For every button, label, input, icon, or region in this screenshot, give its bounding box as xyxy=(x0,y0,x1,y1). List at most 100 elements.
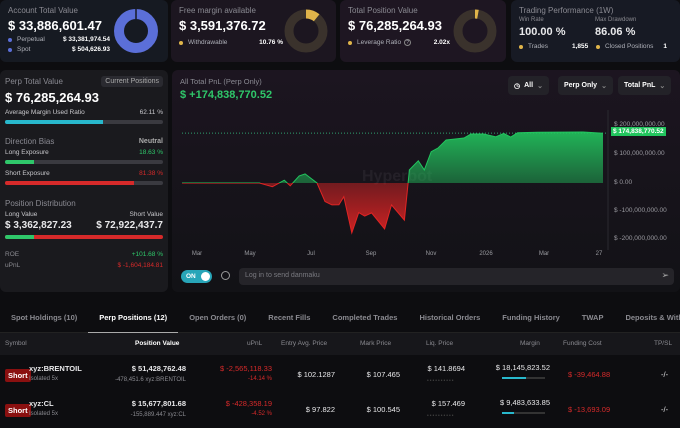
header-upnl[interactable]: uPnL xyxy=(247,340,262,347)
header-entry-price[interactable]: Entry Avg. Price xyxy=(281,340,327,347)
positive-area xyxy=(182,132,603,233)
margin-ratio-value: 62.11 % xyxy=(140,109,163,116)
closed-value: 1 xyxy=(663,43,667,50)
trades-label: Trades xyxy=(528,43,572,50)
last-value-label: $ 174,838,770.52 xyxy=(611,127,666,136)
leverage-value: 2.02x xyxy=(434,39,450,46)
margin-value: $ 9,483,633.85 xyxy=(500,398,550,407)
tab-spot-holdings[interactable]: Spot Holdings (10) xyxy=(0,303,88,333)
performance-label: Trading Performance (1W) xyxy=(519,6,672,15)
upnl-value: $ -1,604,184.81 xyxy=(117,262,163,269)
dot-icon xyxy=(8,38,12,42)
short-value: $ 72,922,437.7 xyxy=(96,220,163,231)
header-liq-price[interactable]: Liq. Price xyxy=(426,340,453,347)
perp-total-value: $ 76,285,264.93 xyxy=(5,90,163,105)
send-icon[interactable]: ➢ xyxy=(661,270,669,281)
short-value-label: Short Value xyxy=(130,211,163,218)
x-tick: Mar xyxy=(539,251,549,257)
y-tick: $ 0.00 xyxy=(614,179,632,186)
roe-value: +101.68 % xyxy=(132,251,163,258)
direction-bias-label: Direction Bias xyxy=(5,137,54,146)
dot-icon xyxy=(596,45,600,49)
mark-price: $ 107.465 xyxy=(367,370,400,379)
funding-cost: $ -39,464.88 xyxy=(568,370,610,379)
table-header: Symbol Position Value uPnL Entry Avg. Pr… xyxy=(0,333,680,355)
perp-total-label: Perp Total Value xyxy=(5,77,63,86)
entry-price: $ 97.822 xyxy=(306,405,335,414)
drawdown-label: Max Drawdown xyxy=(595,17,636,23)
current-positions-button[interactable]: Current Positions xyxy=(101,76,163,87)
distribution-bar xyxy=(5,235,163,239)
position-value-card: Total Position Value $ 76,285,264.93 Lev… xyxy=(340,0,506,62)
win-rate-label: Win Rate xyxy=(519,17,595,23)
position-size: -478,451.6 xyz:BRENTOIL xyxy=(115,377,186,383)
header-tpsl[interactable]: TP/SL xyxy=(654,340,672,347)
liq-price: $ 157.469 xyxy=(432,399,465,408)
trades-value: 1,855 xyxy=(572,43,592,50)
margin-value: $ 18,145,823.52 xyxy=(496,363,550,372)
x-tick: Nov xyxy=(426,251,437,257)
perpetual-label: Perpetual xyxy=(17,36,45,43)
x-tick: Jul xyxy=(307,251,315,257)
x-tick: Mar xyxy=(192,251,202,257)
liq-price: $ 141.8694 xyxy=(427,364,465,373)
position-donut-chart xyxy=(452,8,498,54)
short-exposure-value: 81.38 % xyxy=(139,170,163,177)
leverage-label: Leverage Ratio xyxy=(357,39,401,46)
tab-completed-trades[interactable]: Completed Trades xyxy=(321,303,408,333)
header-margin[interactable]: Margin xyxy=(520,340,540,347)
header-funding-cost[interactable]: Funding Cost xyxy=(563,340,602,347)
drawdown-value: 86.06 % xyxy=(595,26,636,38)
settings-icon[interactable] xyxy=(221,271,230,280)
perpetual-value: $ 33,381,974.54 xyxy=(63,36,110,43)
tab-funding-history[interactable]: Funding History xyxy=(491,303,571,333)
direction-bias-value: Neutral xyxy=(139,138,163,145)
symbol[interactable]: xyz:BRENTOIL xyxy=(29,364,82,373)
account-total-card: Account Total Value $ 33,886,601.47 Perp… xyxy=(0,0,168,62)
danmaku-toggle[interactable]: ON xyxy=(181,270,212,283)
x-tick: May xyxy=(244,251,255,257)
margin-mode: Isolated 5x xyxy=(29,411,58,417)
toggle-label: ON xyxy=(186,273,196,280)
margin-donut-chart xyxy=(283,8,329,54)
long-value: $ 3,362,827.23 xyxy=(5,220,72,231)
tab-open-orders[interactable]: Open Orders (0) xyxy=(178,303,257,333)
mark-price: $ 100.545 xyxy=(367,405,400,414)
upnl-percent: -14.14 % xyxy=(248,376,272,382)
withdrawable-label: Withdrawable xyxy=(188,39,227,46)
y-tick: $ -100,000,000.00 xyxy=(614,207,667,214)
dot-icon xyxy=(179,41,183,45)
perp-summary-panel: Perp Total Value Current Positions $ 76,2… xyxy=(0,70,168,292)
y-tick: $ 100,000,000.00 xyxy=(614,150,665,157)
margin-bar xyxy=(502,377,545,379)
tab-historical-orders[interactable]: Historical Orders xyxy=(408,303,491,333)
tab-recent-fills[interactable]: Recent Fills xyxy=(257,303,321,333)
tab-perp-positions[interactable]: Perp Positions (12) xyxy=(88,303,178,333)
symbol[interactable]: xyz:CL xyxy=(29,399,54,408)
table-row[interactable]: Short xyz:BRENTOIL Isolated 5x $ 51,428,… xyxy=(0,358,680,393)
tpsl-value[interactable]: -/- xyxy=(661,370,668,379)
x-tick: 27 xyxy=(596,251,603,257)
roe-label: ROE xyxy=(5,251,19,258)
margin-mode: Isolated 5x xyxy=(29,376,58,382)
account-donut-chart xyxy=(113,8,159,54)
short-exposure-label: Short Exposure xyxy=(5,170,50,177)
position-distribution-label: Position Distribution xyxy=(5,199,163,208)
upnl-percent: -4.52 % xyxy=(251,411,272,417)
position-size: -155,889.447 xyz:CL xyxy=(131,412,186,418)
header-position-value[interactable]: Position Value xyxy=(135,340,179,347)
liq-distance-dots: •••••••••• xyxy=(427,378,455,384)
x-tick: Sep xyxy=(366,251,377,257)
dot-icon xyxy=(348,41,352,45)
tpsl-value[interactable]: -/- xyxy=(661,405,668,414)
header-symbol[interactable]: Symbol xyxy=(5,340,27,347)
tab-twap[interactable]: TWAP xyxy=(571,303,615,333)
dot-icon xyxy=(519,45,523,49)
header-mark-price[interactable]: Mark Price xyxy=(360,340,391,347)
side-badge: Short xyxy=(5,369,31,382)
danmaku-placeholder: Log in to send danmaku xyxy=(245,272,320,279)
danmaku-input[interactable]: Log in to send danmaku ➢ xyxy=(239,268,674,285)
tab-deposits[interactable]: Deposits & Withd xyxy=(614,303,680,333)
y-tick: $ -200,000,000.00 xyxy=(614,235,667,242)
help-icon[interactable]: ? xyxy=(404,39,411,46)
